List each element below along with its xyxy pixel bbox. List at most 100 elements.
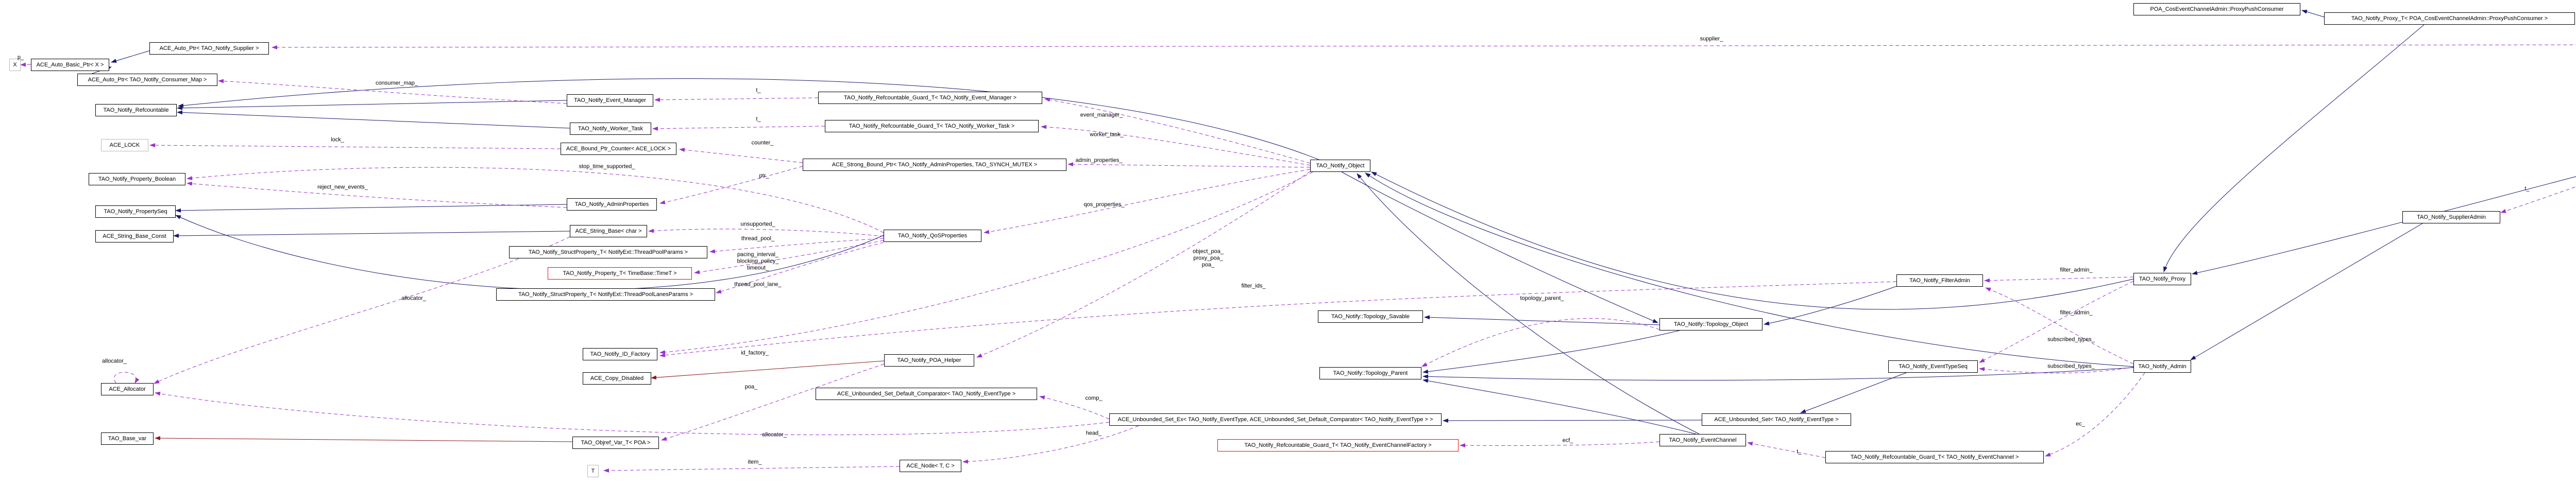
node-tao-notify-id-factory[interactable]: TAO_Notify_ID_Factory <box>583 348 657 360</box>
edge-label-t-3: t_ <box>1797 448 1802 455</box>
edge-label-t-4: t_ <box>2524 185 2530 192</box>
node-ace-node-t-c[interactable]: ACE_Node< T, C > <box>900 460 961 472</box>
edge-line <box>2500 186 2576 213</box>
edge-line <box>679 148 803 163</box>
edge-label-comp: comp_ <box>1085 395 1103 402</box>
edge-label-filter-admin-1: filter_admin_ <box>2060 267 2093 273</box>
node-tao-objref-var-t-poa[interactable]: TAO_Objref_Var_T< POA > <box>572 437 659 449</box>
node-tao-notify-supplieradmin[interactable]: TAO_Notify_SupplierAdmin <box>2402 211 2500 223</box>
edge-line <box>175 215 884 290</box>
node-tao-notify-propertyseq[interactable]: TAO_Notify_PropertySeq <box>95 205 176 218</box>
node-tao-notify-event-manager[interactable]: TAO_Notify_Event_Manager <box>567 94 653 107</box>
node-ace-auto-ptr-supplier[interactable]: ACE_Auto_Ptr< TAO_Notify_Supplier > <box>149 42 269 55</box>
edge-line <box>20 62 31 67</box>
node-tao-notify-proxy[interactable]: TAO_Notify_Proxy <box>2133 273 2191 285</box>
node-guard-event-manager[interactable]: TAO_Notify_Refcountable_Guard_T< TAO_Not… <box>818 92 1042 104</box>
edge-line <box>218 79 567 104</box>
node-topology-object[interactable]: TAO_Notify::Topology_Object <box>1659 318 1762 331</box>
usage-edges <box>20 44 2576 473</box>
node-unbounded-set-default-comparator[interactable]: ACE_Unbounded_Set_Default_Comparator< TA… <box>816 388 1037 400</box>
edge-line <box>173 231 570 238</box>
edge-line <box>709 238 884 254</box>
edge-line <box>111 50 151 63</box>
node-topology-savable[interactable]: TAO_Notify::Topology_Savable <box>1318 310 1423 323</box>
node-ace-unbounded-set-ex[interactable]: ACE_Unbounded_Set_Ex< TAO_Notify_EventTy… <box>1109 413 1442 426</box>
node-tao-notify-adminproperties[interactable]: TAO_Notify_AdminProperties <box>567 198 657 211</box>
node-guard-worker-task[interactable]: TAO_Notify_Refcountable_Guard_T< TAO_Not… <box>825 120 1039 132</box>
edge-label-ptr: ptr_ <box>759 172 769 179</box>
edge-line <box>1460 441 1660 448</box>
node-ace-strong-bound-ptr[interactable]: ACE_Strong_Bound_Ptr< TAO_Notify_AdminPr… <box>803 159 1066 171</box>
edge-line <box>2192 176 2576 275</box>
node-ace-unbounded-set[interactable]: ACE_Unbounded_Set< TAO_Notify_EventType … <box>1702 413 1851 426</box>
edge-label-subscribed-types-2: subscribed_types_ <box>2047 363 2095 370</box>
edge-label-stop-time-supported: stop_time_supported_ <box>579 163 635 170</box>
node-ace-allocator[interactable]: ACE_Allocator <box>101 383 154 395</box>
node-tao-notify-filteradmin[interactable]: TAO_Notify_FilterAdmin <box>1896 274 1983 287</box>
node-guard-eventchannelfactory[interactable]: TAO_Notify_Refcountable_Guard_T< TAO_Not… <box>1217 439 1459 452</box>
edge-line <box>149 143 561 149</box>
node-ace-auto-ptr-consumer-map[interactable]: ACE_Auto_Pt­r< TAO_Notify_Consumer_Map > <box>77 74 217 86</box>
edge-line <box>2045 372 2145 457</box>
edge-label-lock: lock_ <box>331 136 344 143</box>
edge-line <box>187 181 567 208</box>
node-tao-notify-eventtypeseq[interactable]: TAO_Notify_EventTypeSeq <box>1888 360 1978 373</box>
node-tao-notify-refcountable[interactable]: TAO_Notify_Refcountable <box>95 104 177 116</box>
edge-line <box>178 78 1319 160</box>
edge-line <box>187 167 884 233</box>
edge-line <box>155 391 1110 436</box>
node-tao-notify-poa-helper[interactable]: TAO_Notify_POA_Helper <box>884 354 974 367</box>
node-ace-string-base-char[interactable]: ACE_String_Base< char > <box>570 225 647 237</box>
node-ace-string-base-const[interactable]: ACE_String_Base_Const <box>95 230 174 242</box>
node-structproperty-threadpoolparams[interactable]: TAO_Notify_StructProperty_T< NotifyExt::… <box>509 246 707 258</box>
edge-label-t-1: t_ <box>756 87 761 94</box>
node-tao-notify-eventchannel[interactable]: TAO_Notify_EventChannel <box>1659 434 1746 446</box>
edge-label-allocator-3: allocator_ <box>762 431 787 438</box>
edge-line <box>1985 287 2134 364</box>
edge-line <box>2301 10 2325 18</box>
edge-line <box>1422 378 1697 435</box>
node-poa-coseventchanneladmin-proxypushconsumer[interactable]: POA_CosEventChannelAdmin::ProxyPushConsu… <box>2133 3 2300 15</box>
edge-line <box>648 229 884 237</box>
edge-line <box>1984 276 2134 283</box>
edge-line <box>114 372 140 384</box>
node-tao-notify-property-boolean[interactable]: TAO_Notify_Property_Boolean <box>89 173 185 185</box>
edge-line <box>1979 367 2134 374</box>
edge-label-qos-properties: qos_properties_ <box>1083 201 1125 208</box>
node-tao-notify-proxy-t[interactable]: TAO_Notify_Proxy_T< POA_CosEventChannelA… <box>2324 12 2575 25</box>
edge-line <box>1747 441 1826 458</box>
edge-label-ec: ec_ <box>2076 421 2085 427</box>
edge-line <box>1341 171 1658 323</box>
node-tao-notify-admin[interactable]: TAO_Notify_Admin <box>2133 360 2191 373</box>
edge-line <box>984 169 1311 234</box>
edge-label-allocator-1: allocator_ <box>401 295 426 302</box>
edge-label-allocator-2: allocator_ <box>102 358 127 364</box>
edge-label-filter-ids: filter_ids_ <box>1241 283 1266 289</box>
node-tao-base-var[interactable]: TAO_Base_var <box>101 432 154 445</box>
node-structproperty-threadpoollanesparams[interactable]: TAO_Notify_StructProperty_T< NotifyExt::… <box>496 288 715 301</box>
edge-label-head: head_ <box>1086 430 1102 437</box>
node-ace-auto-basic-ptr[interactable]: ACE_Auto_Basic_Ptr< X > <box>31 59 109 71</box>
edge-line <box>177 110 570 129</box>
node-tao-notify-object[interactable]: TAO_Notify_Object <box>1310 160 1370 172</box>
node-tao-notify-qosproperties[interactable]: TAO_Notify_QoSProperties <box>884 230 981 242</box>
node-topology-parent[interactable]: TAO_Notify::Topology_Parent <box>1319 367 1421 379</box>
edge-line <box>1422 367 2134 381</box>
edge-label-supplier: supplier_ <box>1700 36 1723 42</box>
edge-line <box>962 425 1139 464</box>
edge-line <box>177 100 567 110</box>
node-tao-notify-worker-task[interactable]: TAO_Notify_Worker_Task <box>570 123 651 135</box>
edge-label-object-proxy-poa: object_poa_ proxy_poa_ poa_ <box>1193 248 1224 268</box>
node-property-t-timebase-timet[interactable]: TAO_Notify_Property_T< TimeBase::TimeT > <box>548 267 692 280</box>
node-ace-copy-disabled[interactable]: ACE_Copy_Disabled <box>583 372 651 385</box>
node-guard-eventchannel[interactable]: TAO_Notify_Refcountable_Guard_T< TAO_Not… <box>1825 451 2044 463</box>
edge-line <box>154 236 570 384</box>
edge-line <box>661 363 885 441</box>
edge-label-p: p_ <box>17 54 24 61</box>
edge-line <box>652 126 825 131</box>
edge-line <box>659 171 1313 355</box>
edge-label-reject-new-events: reject_new_events_ <box>317 184 368 190</box>
node-ace-bound-ptr-counter[interactable]: ACE_Bound_Ptr_Counter< ACE_LOCK > <box>561 143 676 155</box>
edge-line <box>155 436 573 442</box>
edge-label-unsupported: unsupported_ <box>740 221 775 228</box>
